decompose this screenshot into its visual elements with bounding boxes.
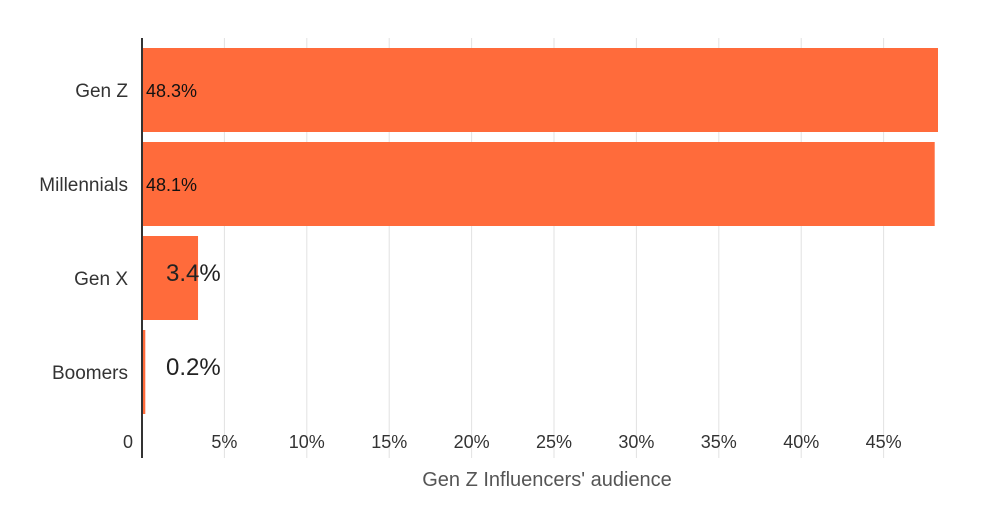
x-tick-label: 0 — [123, 432, 133, 452]
x-tick-label: 10% — [289, 432, 325, 452]
x-tick-label: 20% — [454, 432, 490, 452]
x-tick-label: 15% — [371, 432, 407, 452]
data-label: 48.1% — [146, 175, 197, 195]
category-label: Gen Z — [75, 81, 128, 102]
data-label: 0.2% — [166, 354, 221, 381]
x-tick-label: 40% — [783, 432, 819, 452]
category-label: Boomers — [52, 363, 128, 384]
bar — [142, 142, 935, 226]
bar — [142, 48, 938, 132]
data-label: 48.3% — [146, 81, 197, 101]
x-tick-label: 35% — [701, 432, 737, 452]
x-tick-label: 30% — [618, 432, 654, 452]
bars — [142, 48, 938, 414]
labels: 0 5% 10% 15% 20% 25% 30% 35% 40% 45% Gen Z 48.3% Mil… — [39, 81, 901, 452]
x-axis-title: Gen Z Influencers' audience — [422, 469, 672, 491]
x-tick-label: 25% — [536, 432, 572, 452]
bar — [142, 236, 199, 320]
x-tick-label: 5% — [211, 432, 237, 452]
x-tick-label: 45% — [866, 432, 902, 452]
category-label: Millennials — [39, 175, 128, 196]
category-label: Gen X — [74, 269, 128, 290]
bar — [142, 330, 146, 414]
data-label: 3.4% — [166, 260, 221, 287]
